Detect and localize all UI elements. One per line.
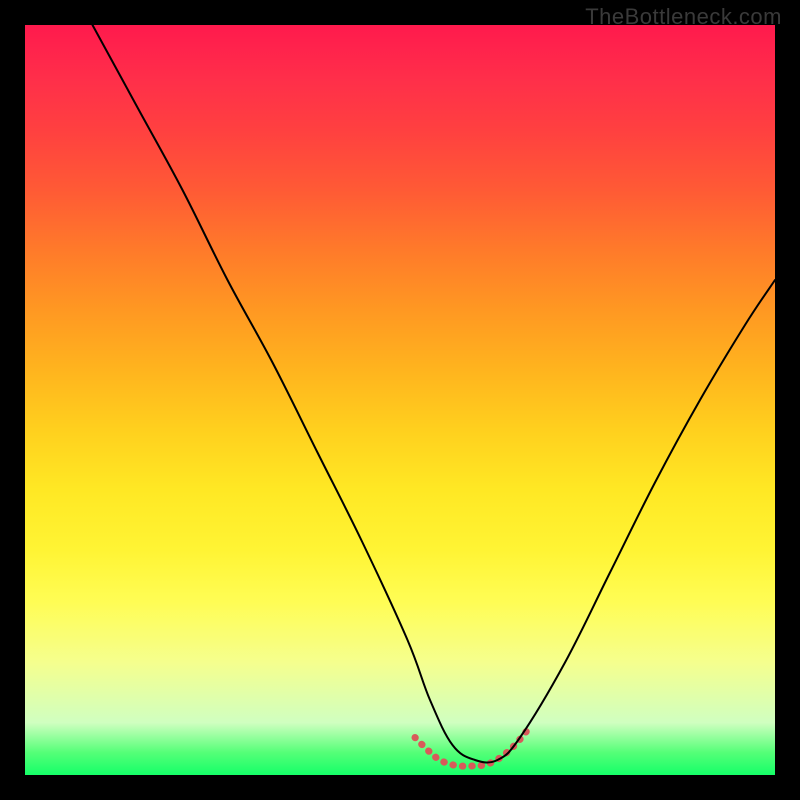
bottleneck-curve-line [93,25,776,763]
trough-marker [415,730,528,766]
bottleneck-curve [25,25,775,775]
chart-plot-area [25,25,775,775]
watermark-text: TheBottleneck.com [585,4,782,30]
